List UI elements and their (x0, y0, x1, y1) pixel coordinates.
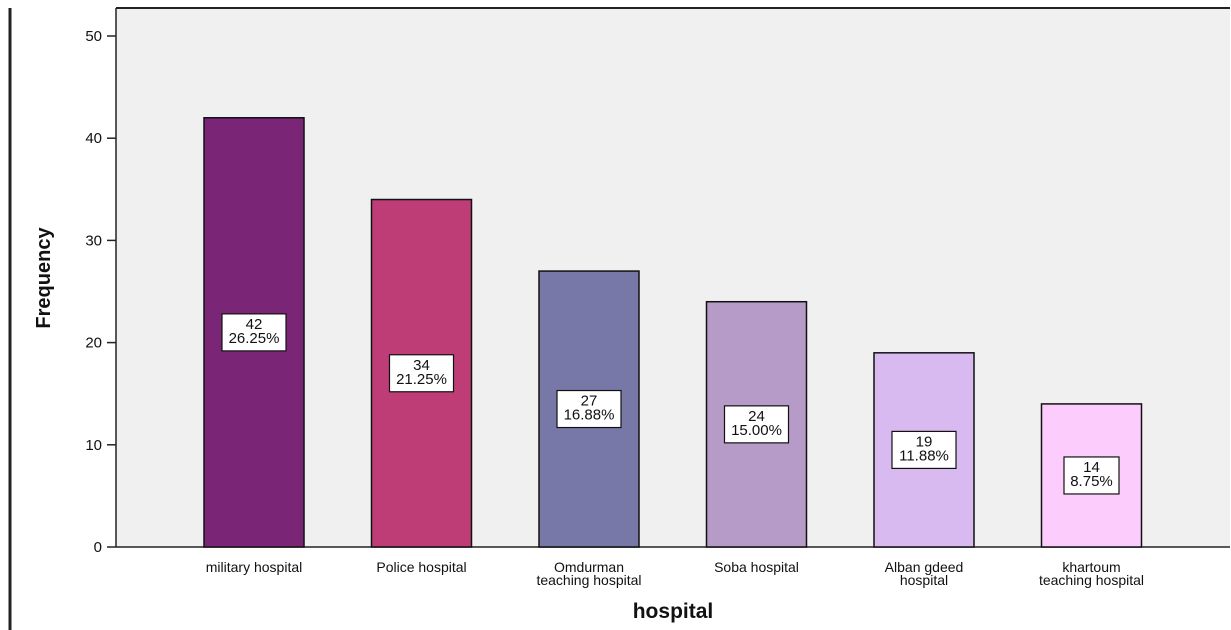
x-category-label: hospital (900, 572, 948, 588)
data-label-text: 15.00% (731, 422, 782, 439)
x-category-label: Alban gdeed (885, 559, 964, 575)
y-axis-title: Frequency (33, 227, 55, 329)
bar (873, 352, 975, 548)
data-label-box (388, 354, 455, 393)
data-label-text: 19 (916, 433, 933, 450)
data-label-box (723, 405, 790, 444)
data-label-text: 14 (1083, 459, 1100, 476)
x-category-label: teaching hospital (1039, 572, 1144, 588)
y-tick-label: 0 (94, 539, 102, 556)
y-tick-label: 10 (85, 437, 102, 454)
y-tick-label: 40 (85, 130, 102, 147)
y-tick-label: 20 (85, 335, 102, 352)
x-category-label: khartoum (1062, 559, 1120, 575)
data-label-text: 16.88% (564, 407, 615, 424)
x-category-label: Police hospital (376, 559, 466, 575)
data-label-text: 42 (246, 316, 263, 333)
x-axis-category-labels: military hospital Police hospital Omdurman… (206, 559, 1144, 588)
x-category-label: teaching hospital (536, 572, 641, 588)
data-label-text: 11.88% (899, 447, 949, 464)
data-label-box (221, 313, 287, 352)
y-tick-label: 50 (85, 28, 102, 45)
data-label-text: 26.25% (229, 330, 280, 347)
x-category-label: Omdurman (554, 559, 624, 575)
y-axis-ticks: 0 10 20 30 40 50 (85, 28, 116, 556)
data-label-box (556, 389, 622, 429)
y-tick-label: 30 (85, 232, 102, 249)
data-label-text: 27 (581, 393, 598, 410)
x-category-label: Soba hospital (714, 559, 799, 575)
data-label-text: 34 (413, 357, 430, 374)
x-category-label: military hospital (206, 559, 302, 575)
data-label-text: 8.75% (1070, 473, 1113, 490)
data-label-box (891, 430, 957, 470)
data-label-text: 24 (748, 408, 765, 425)
x-axis-title: hospital (633, 600, 714, 623)
bars-group (203, 117, 1143, 548)
data-label-box (1063, 456, 1120, 495)
data-label-text: 21.25% (396, 371, 447, 388)
